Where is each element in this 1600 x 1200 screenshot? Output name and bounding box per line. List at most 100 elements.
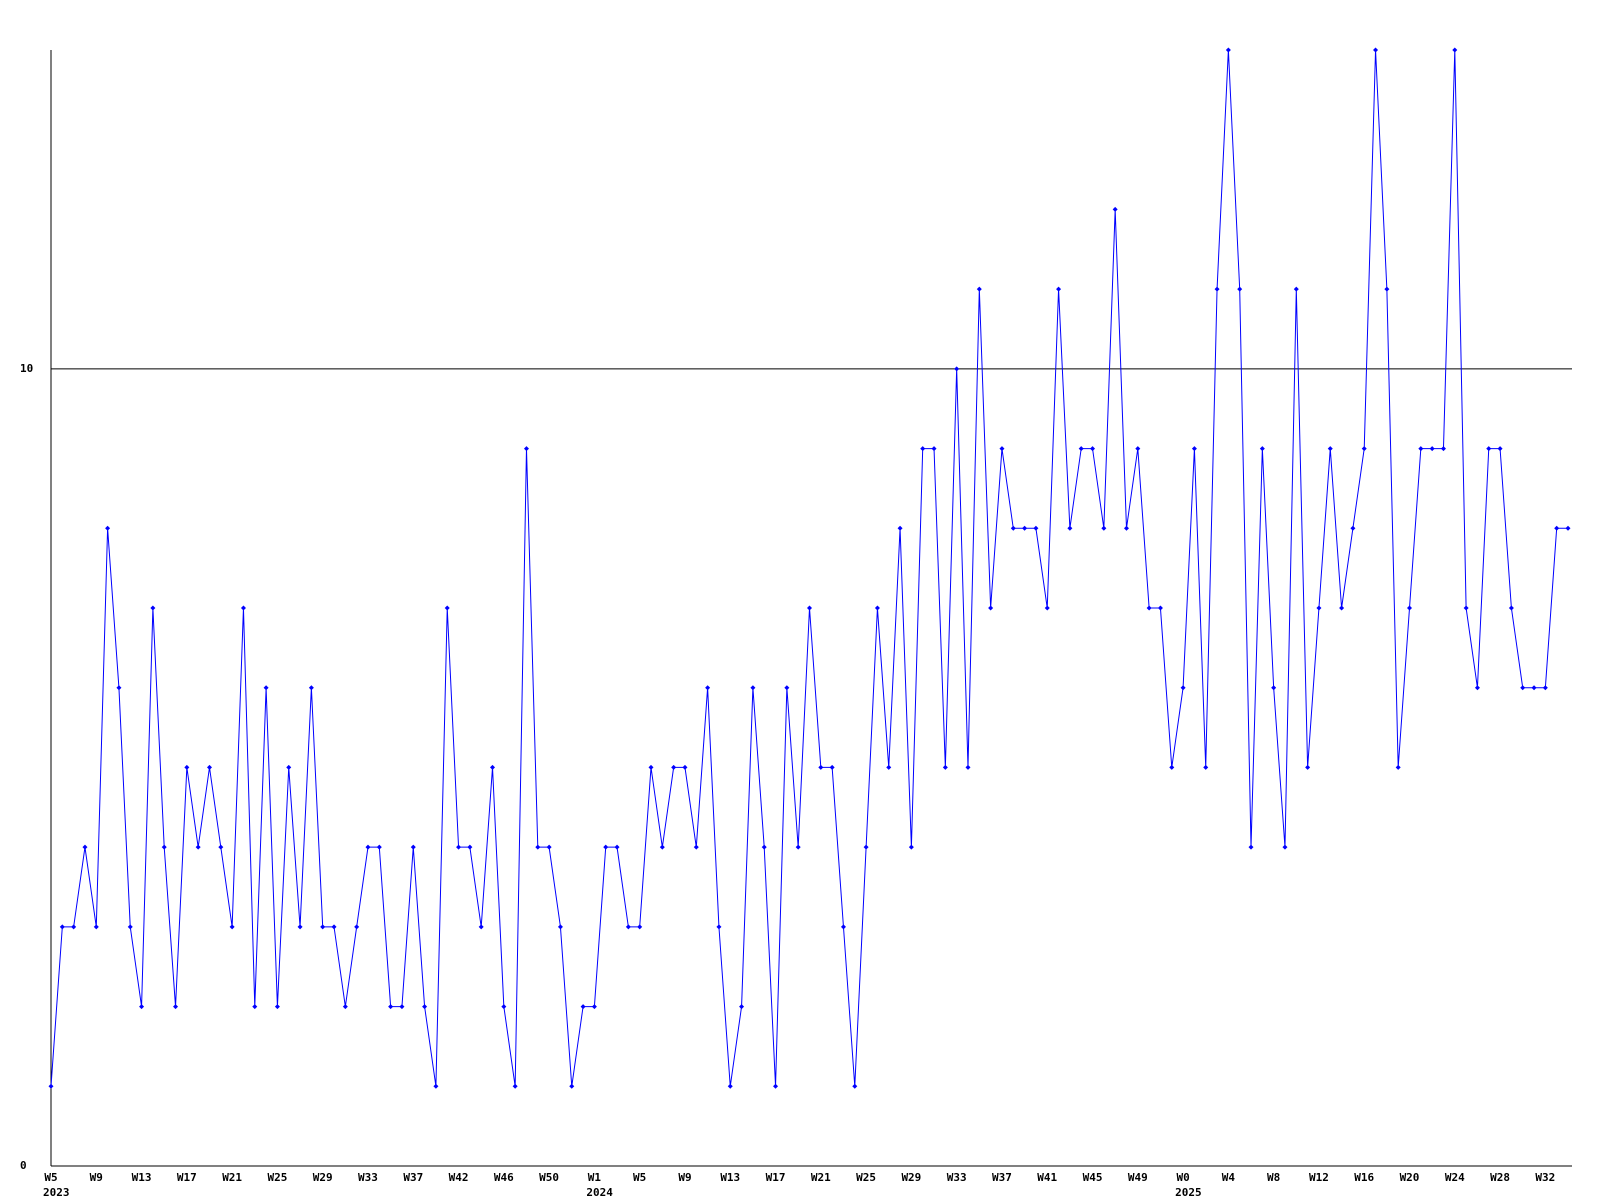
data-point [1067, 525, 1073, 531]
data-point [591, 1004, 597, 1010]
x-tick-label: W25 [856, 1171, 876, 1184]
data-point [1169, 764, 1175, 770]
data-point [523, 446, 529, 452]
data-point [127, 924, 133, 930]
data-point [1214, 286, 1220, 292]
data-point [274, 1004, 280, 1010]
data-point [365, 844, 371, 850]
x-tick-label: W45 [1083, 1171, 1103, 1184]
data-point [648, 764, 654, 770]
data-point [105, 525, 111, 531]
data-point [1237, 286, 1243, 292]
data-point [490, 764, 496, 770]
data-point [580, 1004, 586, 1010]
data-point [444, 605, 450, 611]
x-tick-label: W32 [1535, 1171, 1555, 1184]
data-point [795, 844, 801, 850]
data-point [478, 924, 484, 930]
data-point [761, 844, 767, 850]
data-point [705, 685, 711, 691]
data-point [727, 1083, 733, 1089]
x-tick-label: W5 [44, 1171, 57, 1184]
data-point [512, 1083, 518, 1089]
data-point [1565, 525, 1571, 531]
data-point [908, 844, 914, 850]
x-tick-label: W13 [132, 1171, 152, 1184]
x-tick-label: W1 [588, 1171, 602, 1184]
x-tick-label: W50 [539, 1171, 559, 1184]
data-point [1010, 525, 1016, 531]
data-point [240, 605, 246, 611]
data-point [863, 844, 869, 850]
data-point [1056, 286, 1062, 292]
data-point [195, 844, 201, 850]
data-point [501, 1004, 507, 1010]
year-label: 2024 [586, 1186, 613, 1199]
data-point [184, 764, 190, 770]
x-tick-label: W5 [633, 1171, 646, 1184]
data-point [93, 924, 99, 930]
x-tick-label: W28 [1490, 1171, 1510, 1184]
data-point [739, 1004, 745, 1010]
x-tick-label: W0 [1176, 1171, 1189, 1184]
data-point [342, 1004, 348, 1010]
year-label: 2025 [1175, 1186, 1202, 1199]
data-point [286, 764, 292, 770]
data-point [422, 1004, 428, 1010]
x-tick-label: W20 [1400, 1171, 1420, 1184]
data-point [82, 844, 88, 850]
x-tick-label: W25 [267, 1171, 287, 1184]
data-point [1225, 47, 1231, 53]
data-point [399, 1004, 405, 1010]
data-point [671, 764, 677, 770]
data-point [1384, 286, 1390, 292]
data-point [161, 844, 167, 850]
x-tick-label: W33 [358, 1171, 378, 1184]
x-tick-label: W8 [1267, 1171, 1280, 1184]
data-point [1395, 764, 1401, 770]
data-point [659, 844, 665, 850]
data-point [1305, 764, 1311, 770]
data-point [354, 924, 360, 930]
data-point [1474, 685, 1480, 691]
x-tick-label: W49 [1128, 1171, 1148, 1184]
data-point [206, 764, 212, 770]
data-point [1497, 446, 1503, 452]
x-tick-label: W29 [313, 1171, 333, 1184]
data-point [1271, 685, 1277, 691]
data-point [557, 924, 563, 930]
data-point [116, 685, 122, 691]
data-point [1180, 685, 1186, 691]
data-point [1157, 605, 1163, 611]
data-point [988, 605, 994, 611]
data-point [1146, 605, 1152, 611]
data-point [467, 844, 473, 850]
data-point [229, 924, 235, 930]
x-tick-label: W37 [992, 1171, 1012, 1184]
data-point [886, 764, 892, 770]
data-point [252, 1004, 258, 1010]
data-point [218, 844, 224, 850]
y-tick-label: 0 [20, 1159, 27, 1172]
data-point [1486, 446, 1492, 452]
data-point [388, 1004, 394, 1010]
data-point [1282, 844, 1288, 850]
data-point [1508, 605, 1514, 611]
data-point [1429, 446, 1435, 452]
data-point [1350, 525, 1356, 531]
data-point [569, 1083, 575, 1089]
data-point [331, 924, 337, 930]
x-tick-label: W9 [678, 1171, 691, 1184]
x-tick-label: W16 [1354, 1171, 1374, 1184]
x-tick-label: W21 [811, 1171, 831, 1184]
data-point [965, 764, 971, 770]
data-point [1203, 764, 1209, 770]
data-point [71, 924, 77, 930]
data-point [1361, 446, 1367, 452]
data-point [263, 685, 269, 691]
x-tick-label: W41 [1037, 1171, 1057, 1184]
data-point [1531, 685, 1537, 691]
data-point [829, 764, 835, 770]
data-point [614, 844, 620, 850]
